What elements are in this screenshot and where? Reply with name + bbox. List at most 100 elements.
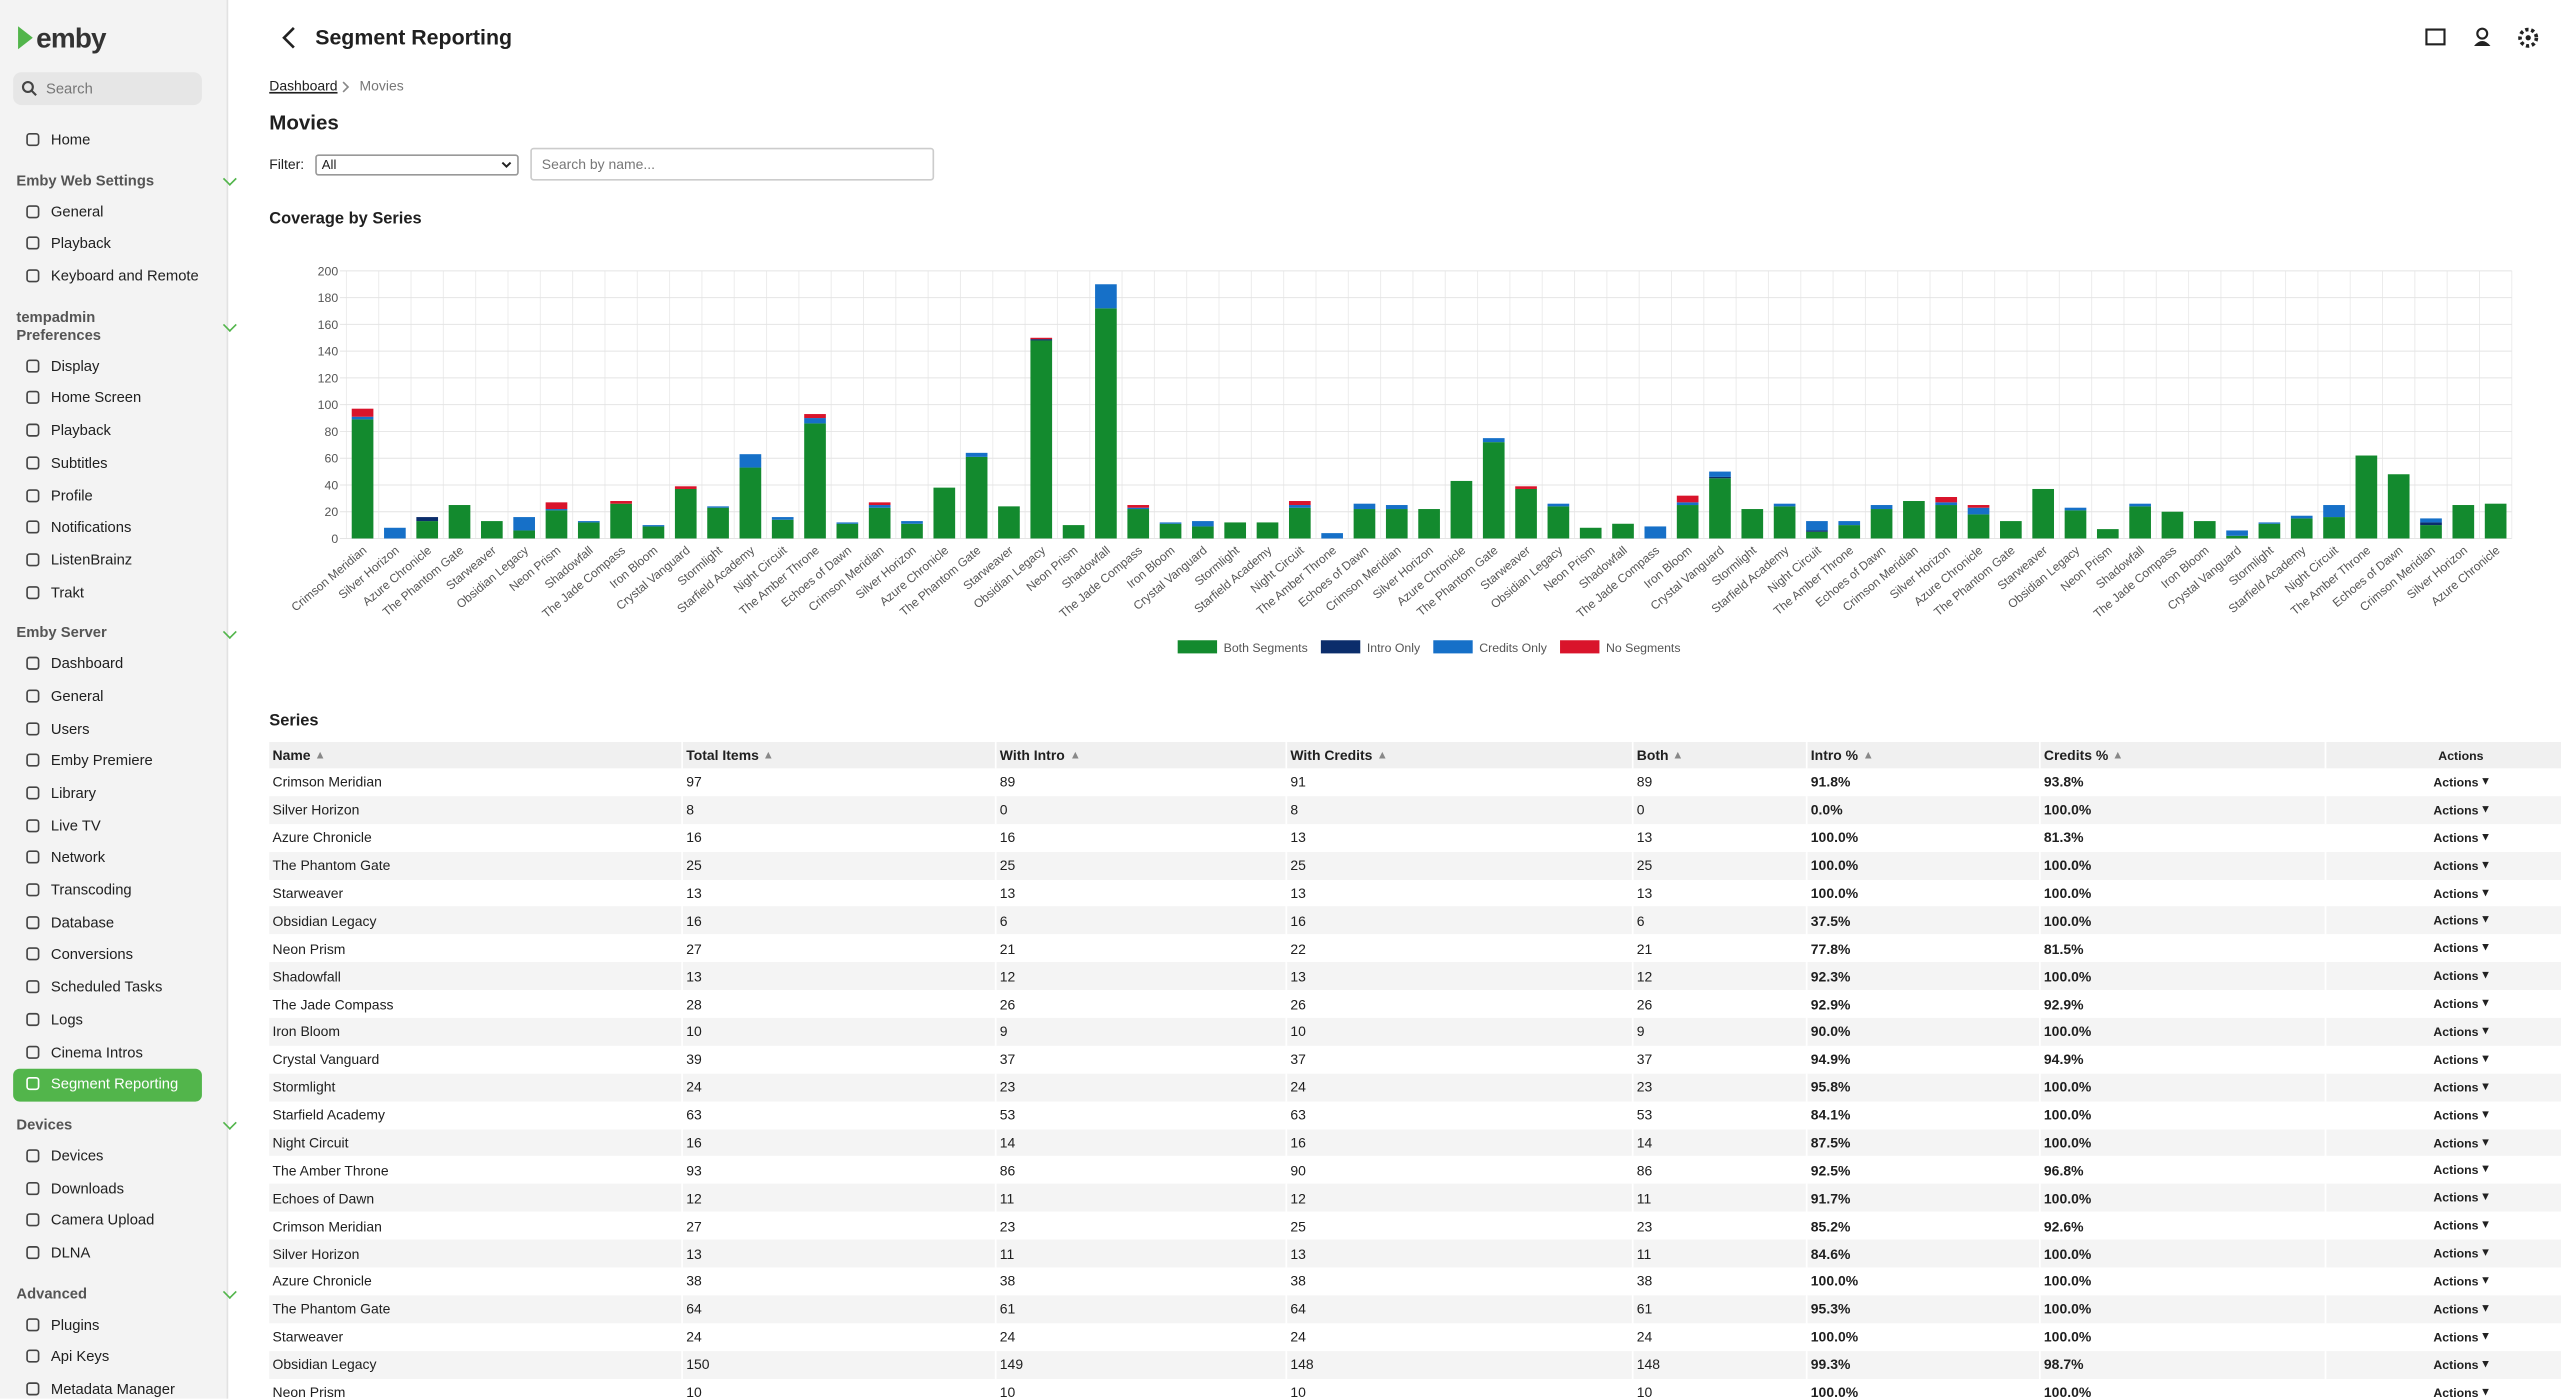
actions-cell[interactable]: Actions (2325, 1073, 2561, 1102)
column-header[interactable]: With Credits (1286, 742, 1634, 769)
column-header[interactable]: Both (1632, 742, 1808, 769)
actions-cell[interactable]: Actions (2325, 796, 2561, 824)
nav-item[interactable]: General (13, 681, 202, 713)
nav-item[interactable]: Display (13, 351, 202, 383)
actions-button[interactable]: Actions (2433, 802, 2479, 818)
settings-icon[interactable] (2518, 27, 2539, 48)
actions-button[interactable]: Actions (2433, 1273, 2479, 1289)
actions-cell[interactable]: Actions (2325, 1101, 2561, 1129)
breadcrumb-link[interactable]: Dashboard (269, 77, 338, 94)
actions-cell[interactable]: Actions (2325, 934, 2561, 963)
actions-button[interactable]: Actions (2433, 1218, 2479, 1234)
nav-item[interactable]: Plugins (13, 1309, 202, 1341)
nav-item[interactable]: Metadata Manager (13, 1374, 202, 1399)
column-header[interactable]: Total Items (682, 742, 997, 769)
nav-item[interactable]: Cinema Intros (13, 1037, 202, 1069)
actions-button[interactable]: Actions (2433, 1107, 2479, 1123)
nav-item[interactable]: Home (13, 125, 202, 157)
nav-item[interactable]: Api Keys (13, 1342, 202, 1374)
actions-button[interactable]: Actions (2433, 996, 2479, 1012)
nav-item[interactable]: Database (13, 907, 202, 939)
actions-cell[interactable]: Actions (2325, 1128, 2561, 1157)
name-search[interactable]: Search by name... (530, 147, 935, 181)
nav-item[interactable]: Playback (13, 229, 202, 261)
back-button[interactable] (279, 26, 299, 49)
nav-section[interactable]: Emby Web Settings (13, 165, 237, 196)
user-icon[interactable] (2476, 27, 2489, 40)
nav-item[interactable]: Library (13, 778, 202, 810)
column-header[interactable]: Name (269, 742, 683, 769)
actions-cell[interactable]: Actions (2325, 1017, 2561, 1046)
column-header[interactable]: Intro % (1806, 742, 2041, 769)
actions-button[interactable]: Actions (2433, 857, 2479, 873)
nav-item[interactable]: Logs (13, 1004, 202, 1036)
nav-item[interactable]: Network (13, 843, 202, 875)
actions-button[interactable]: Actions (2433, 913, 2479, 929)
nav-item[interactable]: Emby Premiere (13, 746, 202, 778)
actions-button[interactable]: Actions (2433, 968, 2479, 984)
nav-item[interactable]: Profile (13, 480, 202, 512)
nav-section[interactable]: Devices (13, 1110, 237, 1141)
nav-section[interactable]: Advanced (13, 1278, 237, 1309)
actions-cell[interactable]: Actions (2325, 1184, 2561, 1212)
actions-button[interactable]: Actions (2433, 1246, 2479, 1261)
actions-button[interactable]: Actions (2433, 1301, 2479, 1317)
actions-cell[interactable]: Actions (2325, 1239, 2561, 1268)
actions-button[interactable]: Actions (2433, 941, 2479, 956)
nav-item[interactable]: Trakt (13, 577, 202, 609)
actions-cell[interactable]: Actions (2325, 879, 2561, 907)
nav-section[interactable]: tempadmin Preferences (13, 302, 237, 351)
nav-item[interactable]: Transcoding (13, 875, 202, 907)
actions-button[interactable]: Actions (2433, 1190, 2479, 1206)
actions-cell[interactable]: Actions (2325, 1322, 2561, 1351)
actions-cell[interactable]: Actions (2325, 1267, 2561, 1296)
actions-button[interactable]: Actions (2433, 1024, 2479, 1040)
nav-item[interactable]: Conversions (13, 940, 202, 972)
actions-button[interactable]: Actions (2433, 774, 2479, 790)
cast-icon[interactable] (2425, 28, 2446, 46)
search-box[interactable]: Search (13, 72, 202, 106)
nav-item[interactable]: Subtitles (13, 448, 202, 480)
actions-button[interactable]: Actions (2433, 1329, 2479, 1345)
nav-item[interactable]: Scheduled Tasks (13, 972, 202, 1004)
column-header[interactable]: Actions (2325, 742, 2561, 769)
actions-cell[interactable]: Actions (2325, 823, 2561, 852)
actions-cell[interactable]: Actions (2325, 1350, 2561, 1379)
nav-item[interactable]: Live TV (13, 810, 202, 842)
nav-item[interactable]: Segment Reporting (13, 1069, 202, 1102)
nav-section[interactable]: Emby Server (13, 618, 237, 649)
actions-cell[interactable]: Actions (2325, 1295, 2561, 1323)
actions-cell[interactable]: Actions (2325, 906, 2561, 935)
nav-item[interactable]: Dashboard (13, 649, 202, 681)
filter-select[interactable]: All (315, 154, 519, 176)
nav-item[interactable]: Devices (13, 1141, 202, 1173)
actions-cell[interactable]: Actions (2325, 1211, 2561, 1240)
nav-item[interactable]: Playback (13, 416, 202, 448)
nav-item[interactable]: Notifications (13, 513, 202, 545)
actions-button[interactable]: Actions (2433, 1079, 2479, 1095)
nav-item[interactable]: DLNA (13, 1238, 202, 1270)
nav-item[interactable]: Keyboard and Remote (13, 261, 202, 293)
nav-item[interactable]: Users (13, 714, 202, 746)
nav-item[interactable]: ListenBrainz (13, 545, 202, 577)
actions-cell[interactable]: Actions (2325, 1045, 2561, 1074)
actions-cell[interactable]: Actions (2325, 1378, 2561, 1399)
actions-button[interactable]: Actions (2433, 885, 2479, 901)
actions-cell[interactable]: Actions (2325, 1156, 2561, 1185)
actions-button[interactable]: Actions (2433, 1135, 2479, 1151)
nav-item[interactable]: Downloads (13, 1173, 202, 1205)
actions-button[interactable]: Actions (2433, 830, 2479, 846)
actions-cell[interactable]: Actions (2325, 768, 2561, 797)
nav-item[interactable]: General (13, 196, 202, 228)
actions-cell[interactable]: Actions (2325, 851, 2561, 880)
actions-cell[interactable]: Actions (2325, 962, 2561, 991)
actions-button[interactable]: Actions (2433, 1384, 2479, 1399)
actions-button[interactable]: Actions (2433, 1052, 2479, 1067)
column-header[interactable]: Credits % (2039, 742, 2327, 769)
nav-item[interactable]: Camera Upload (13, 1205, 202, 1237)
column-header[interactable]: With Intro (995, 742, 1288, 769)
actions-button[interactable]: Actions (2433, 1357, 2479, 1372)
nav-item[interactable]: Home Screen (13, 383, 202, 415)
actions-button[interactable]: Actions (2433, 1162, 2479, 1178)
actions-cell[interactable]: Actions (2325, 990, 2561, 1018)
